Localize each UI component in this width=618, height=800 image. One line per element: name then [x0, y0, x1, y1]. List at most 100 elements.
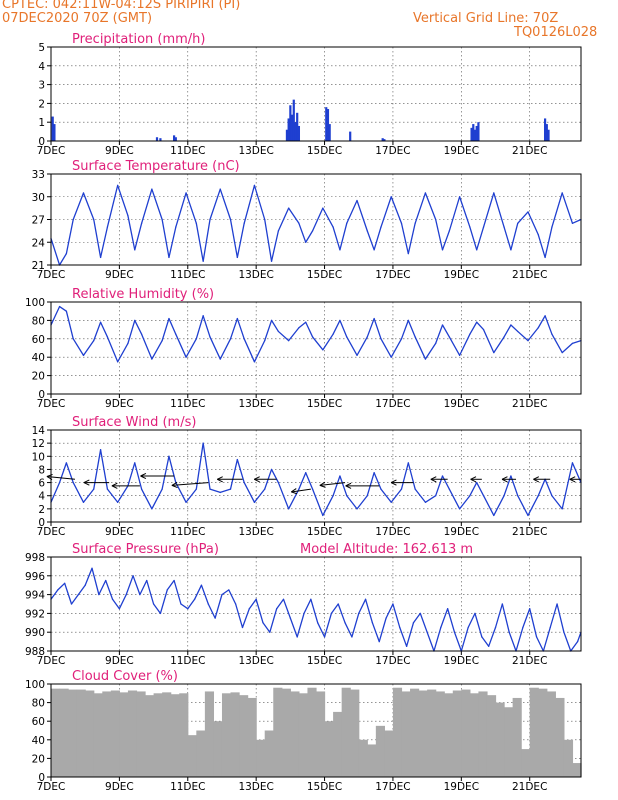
- temp-line-segment: [99, 226, 109, 259]
- temp-line-segment: [175, 192, 187, 228]
- pres-line-segment: [385, 603, 394, 619]
- cloud-bar: [401, 691, 411, 777]
- precip-bar: [545, 124, 548, 141]
- cloud-bar: [213, 721, 223, 777]
- cloud-bar: [247, 697, 257, 777]
- cloud-bar: [538, 688, 548, 777]
- precip-bar: [51, 116, 54, 141]
- wind-line-segment: [209, 488, 221, 494]
- wind-line-segment: [407, 462, 416, 490]
- run-id: TQ0126L028: [514, 25, 598, 40]
- pres-line-segment: [556, 603, 565, 633]
- wind-arrow-head: [217, 478, 223, 483]
- wind-line-segment: [277, 481, 290, 510]
- wind-arrow-head: [501, 478, 508, 483]
- cloud-bar: [341, 687, 351, 777]
- wind-arrow-head: [290, 488, 297, 493]
- temp-line-segment: [339, 222, 348, 251]
- wind-line-segment: [195, 442, 204, 490]
- precip-bar: [287, 118, 290, 141]
- cloud-bar: [384, 730, 394, 777]
- temp-line-segment: [298, 222, 307, 243]
- wind-line-segment: [127, 462, 136, 487]
- rh-line-segment: [140, 333, 153, 360]
- rh-line-segment: [332, 319, 341, 335]
- wind-xtick-label: 7DEC: [37, 526, 66, 538]
- wind-ytick-label: 0: [38, 517, 45, 529]
- cloud-ytick-label: 20: [32, 753, 45, 765]
- wind-arrow-head: [171, 481, 178, 486]
- precip-bar: [472, 124, 475, 141]
- temp-line-segment: [195, 222, 204, 262]
- pres-line-segment: [207, 603, 216, 619]
- cloud-xtick-label: 9DEC: [105, 781, 134, 793]
- rh-line-segment: [424, 342, 437, 360]
- wind-arrow-head: [569, 476, 576, 480]
- wind-line-segment: [414, 488, 427, 503]
- cloud-xtick-label: 19DEC: [444, 781, 479, 793]
- pres-line-segment: [344, 622, 353, 638]
- cloud-bar: [102, 691, 112, 777]
- temp-ytick-label: 33: [32, 169, 45, 181]
- temp-line-segment: [140, 188, 153, 224]
- precip-bar: [470, 127, 473, 141]
- wind-line-segment: [551, 495, 563, 510]
- precip-xtick-label: 21DEC: [512, 145, 547, 157]
- rh-xtick-label: 11DEC: [170, 398, 205, 410]
- pres-xtick-label: 21DEC: [512, 655, 547, 667]
- wind-arrow-shaft: [171, 482, 209, 486]
- cloud-bar: [187, 735, 197, 777]
- rh-line-segment: [99, 321, 109, 338]
- pres-line-segment: [323, 612, 333, 638]
- pres-line-segment: [563, 631, 572, 652]
- temp-line-segment: [373, 226, 382, 251]
- rh-line-segment: [517, 330, 529, 342]
- rh-line-segment: [400, 319, 409, 340]
- cloud-xtick-label: 13DEC: [238, 781, 273, 793]
- wind-line-segment: [106, 488, 119, 503]
- pres-line-segment: [522, 608, 531, 629]
- rh-line-segment: [571, 339, 582, 345]
- pres-ytick-label: 998: [25, 552, 45, 564]
- wind-arrow-head: [254, 478, 260, 483]
- pres-line-segment: [139, 579, 148, 596]
- cloud-bar: [59, 688, 69, 777]
- pres-panel: [47, 556, 582, 655]
- precip-bar: [290, 114, 294, 141]
- wind-arrow-head: [46, 473, 53, 477]
- temp-line-segment: [65, 218, 74, 255]
- pres-line-segment: [364, 598, 374, 624]
- rh-ytick-label: 60: [32, 334, 45, 346]
- rh-line-segment: [168, 317, 177, 335]
- pres-line-segment: [166, 579, 175, 591]
- rh-line-segment: [356, 336, 368, 357]
- cloud-bar: [478, 691, 488, 777]
- pres-ytick-label: 990: [25, 627, 45, 639]
- wind-line-segment: [441, 475, 451, 490]
- rh-ytick-label: 80: [32, 315, 45, 327]
- cloud-bar: [427, 689, 437, 777]
- wind-line-segment: [493, 495, 505, 517]
- temp-line-segment: [435, 218, 444, 251]
- precip-bar: [53, 124, 56, 141]
- temp-line-segment: [551, 192, 563, 228]
- rh-line-segment: [551, 333, 563, 354]
- cloud-ytick-label: 60: [32, 716, 45, 728]
- rh-line-segment: [435, 324, 444, 345]
- rh-ytick-label: 20: [32, 371, 45, 383]
- cloud-xtick-label: 7DEC: [37, 781, 66, 793]
- rh-line-segment: [561, 342, 574, 354]
- wind-ytick-label: 8: [38, 464, 45, 476]
- pres-xtick-label: 11DEC: [170, 655, 205, 667]
- precip-panel: [47, 46, 582, 145]
- cloud-bar: [221, 693, 232, 777]
- precip-bar: [477, 122, 480, 141]
- precip-xtick-label: 11DEC: [170, 145, 205, 157]
- rh-line-segment: [58, 305, 68, 312]
- temp-line-segment: [400, 222, 409, 255]
- rh-xtick-label: 21DEC: [512, 398, 547, 410]
- wind-arrow-head: [533, 478, 540, 483]
- temp-xtick-label: 7DEC: [37, 269, 66, 281]
- rh-xtick-label: 17DEC: [375, 398, 410, 410]
- rh-line-segment: [161, 317, 170, 342]
